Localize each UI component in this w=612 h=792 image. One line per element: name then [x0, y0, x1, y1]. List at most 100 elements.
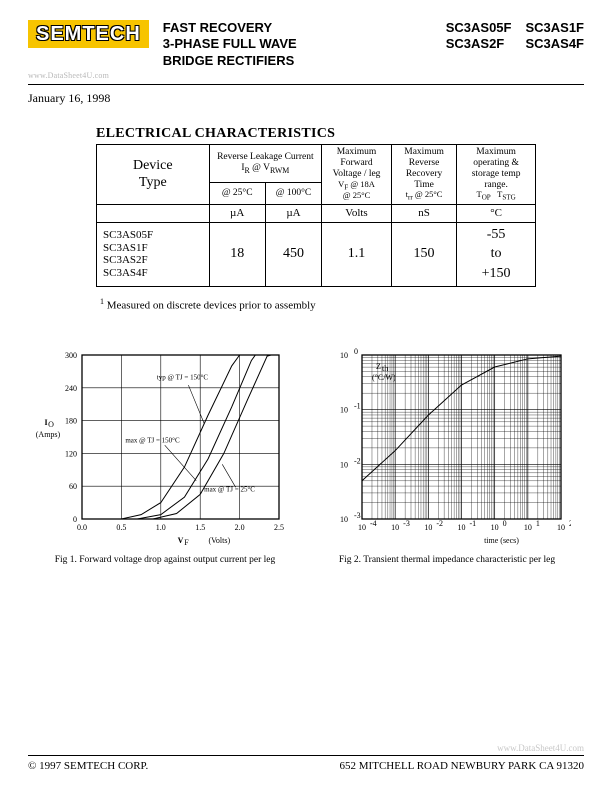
- svg-text:max @ TJ = 150°C: max @ TJ = 150°C: [125, 437, 180, 445]
- svg-text:60: 60: [69, 483, 77, 492]
- copyright: © 1997 SEMTECH CORP.: [28, 760, 148, 772]
- fig2-caption: Fig 2. Transient thermal impedance chara…: [316, 555, 578, 565]
- svg-text:2.5: 2.5: [274, 523, 284, 532]
- svg-text:0.5: 0.5: [116, 523, 126, 532]
- svg-text:10: 10: [358, 523, 366, 532]
- device-list-cell: SC3AS05F SC3AS1F SC3AS2F SC3AS4F: [97, 222, 210, 286]
- title-line-2: 3-PHASE FULL WAVE: [163, 36, 432, 52]
- device-name: SC3AS2F: [103, 254, 205, 267]
- svg-text:-3: -3: [354, 511, 361, 520]
- svg-text:-1: -1: [470, 519, 477, 528]
- title-line-3: BRIDGE RECTIFIERS: [163, 53, 432, 69]
- svg-text:max @ TJ = 25°C: max @ TJ = 25°C: [204, 486, 255, 494]
- svg-text:10: 10: [340, 515, 348, 524]
- svg-text:-1: -1: [354, 402, 361, 411]
- table-footnote: 1 Measured on discrete devices prior to …: [100, 297, 584, 312]
- svg-text:-2: -2: [354, 457, 361, 466]
- svg-text:th: th: [382, 364, 388, 373]
- address: 652 MITCHELL ROAD NEWBURY PARK CA 91320: [340, 760, 584, 772]
- unit-ns: nS: [391, 205, 456, 223]
- figure-1: 0.0 0.5 1.0 1.5 2.0 2.5 0 60 120 180 240 300 IO(Amps…: [34, 347, 296, 565]
- header: SEMTECH FAST RECOVERY 3-PHASE FULL WAVE …: [28, 20, 584, 69]
- svg-text:10: 10: [424, 523, 432, 532]
- value-trr: 150: [391, 222, 456, 286]
- unit-ua1: µA: [209, 205, 265, 223]
- svg-text:I: I: [44, 418, 47, 427]
- part-numbers: SC3AS05F SC3AS1F SC3AS2F SC3AS4F: [446, 20, 584, 53]
- col-vf: MaximumForwardVoltage / legVF @ 18A@ 25°…: [322, 144, 392, 205]
- footnote-marker: 1: [100, 297, 104, 306]
- svg-text:0: 0: [73, 515, 77, 524]
- svg-text:0.0: 0.0: [77, 523, 87, 532]
- svg-text:Z: Z: [376, 362, 381, 371]
- svg-text:10: 10: [491, 523, 499, 532]
- product-title: FAST RECOVERY 3-PHASE FULL WAVE BRIDGE R…: [163, 20, 432, 69]
- col-device-type: DeviceType: [97, 144, 210, 205]
- svg-text:-3: -3: [403, 519, 410, 528]
- value-vf: 1.1: [322, 222, 392, 286]
- svg-text:time (secs): time (secs): [484, 536, 519, 545]
- svg-text:300: 300: [65, 351, 77, 360]
- characteristics-table: DeviceType Reverse Leakage CurrentIR @ V…: [96, 144, 536, 287]
- svg-text:typ @ TJ = 150°C: typ @ TJ = 150°C: [157, 374, 209, 382]
- title-line-1: FAST RECOVERY: [163, 20, 432, 36]
- svg-text:(Amps): (Amps): [36, 430, 61, 439]
- svg-text:10: 10: [458, 523, 466, 532]
- svg-text:2: 2: [569, 519, 571, 528]
- svg-text:1: 1: [536, 519, 540, 528]
- svg-text:2.0: 2.0: [235, 523, 245, 532]
- col-trr: MaximumReverseRecoveryTimetrr @ 25°C: [391, 144, 456, 205]
- footer: www.DataSheet4U.com © 1997 SEMTECH CORP.…: [28, 743, 584, 772]
- svg-text:120: 120: [65, 450, 77, 459]
- svg-text:V: V: [178, 536, 184, 545]
- footnote-text: Measured on discrete devices prior to as…: [107, 299, 316, 311]
- footer-rule: [28, 755, 584, 756]
- device-name: SC3AS4F: [103, 267, 205, 280]
- svg-text:1.5: 1.5: [195, 523, 205, 532]
- svg-text:1.0: 1.0: [156, 523, 166, 532]
- col-leakage-100: @ 100°C: [265, 183, 321, 205]
- part-number: SC3AS2F: [446, 36, 512, 52]
- logo: SEMTECH: [28, 20, 149, 48]
- svg-text:10: 10: [391, 523, 399, 532]
- device-name: SC3AS1F: [103, 242, 205, 255]
- part-number: SC3AS05F: [446, 20, 512, 36]
- svg-text:(Volts): (Volts): [209, 536, 231, 545]
- fig1-svg: 0.0 0.5 1.0 1.5 2.0 2.5 0 60 120 180 240 300 IO(Amps…: [34, 347, 289, 547]
- svg-text:(°C/W): (°C/W): [372, 373, 396, 382]
- col-temp: Maximumoperating &storage temprange.TOP …: [457, 144, 536, 205]
- svg-text:-4: -4: [370, 519, 377, 528]
- watermark-top: www.DataSheet4U.com: [28, 71, 584, 80]
- part-number: SC3AS1F: [525, 20, 584, 36]
- col-leakage: Reverse Leakage CurrentIR @ VRWM: [209, 144, 322, 183]
- svg-text:0: 0: [503, 519, 507, 528]
- section-title: ELECTRICAL CHARACTERISTICS: [96, 126, 584, 142]
- figure-2: 10 -4 10 -3 10 -2 10 -1 10 0 10 1 10 2 10 -3 10 -2 10 -1 10 0…: [316, 347, 578, 565]
- svg-text:-2: -2: [436, 519, 443, 528]
- charts-row: 0.00.51.01.52.02.5060120180240300IO(Amps…: [28, 347, 584, 565]
- watermark-bottom: www.DataSheet4U.com: [28, 743, 584, 753]
- svg-text:10: 10: [557, 523, 565, 532]
- svg-text:240: 240: [65, 384, 77, 393]
- col-leakage-25: @ 25°C: [209, 183, 265, 205]
- logo-text: SEMTECH: [36, 23, 141, 46]
- svg-text:10: 10: [340, 406, 348, 415]
- value-ir100: 450: [265, 222, 321, 286]
- svg-text:O: O: [48, 420, 54, 429]
- value-ir25: 18: [209, 222, 265, 286]
- svg-text:10: 10: [340, 461, 348, 470]
- unit-ua2: µA: [265, 205, 321, 223]
- document-date: January 16, 1998: [28, 91, 584, 106]
- unit-volts: Volts: [322, 205, 392, 223]
- svg-text:10: 10: [340, 351, 348, 360]
- fig2-svg: 10 -4 10 -3 10 -2 10 -1 10 0 10 1 10 2 10 -3 10 -2 10 -1 10 0…: [316, 347, 571, 547]
- svg-text:F: F: [184, 538, 189, 547]
- header-rule: [28, 84, 584, 85]
- fig1-caption: Fig 1. Forward voltage drop against outp…: [34, 555, 296, 565]
- part-number: SC3AS4F: [525, 36, 584, 52]
- svg-text:180: 180: [65, 417, 77, 426]
- svg-text:0: 0: [354, 347, 358, 356]
- device-name: SC3AS05F: [103, 229, 205, 242]
- value-temp: -55to+150: [457, 222, 536, 286]
- svg-text:10: 10: [524, 523, 532, 532]
